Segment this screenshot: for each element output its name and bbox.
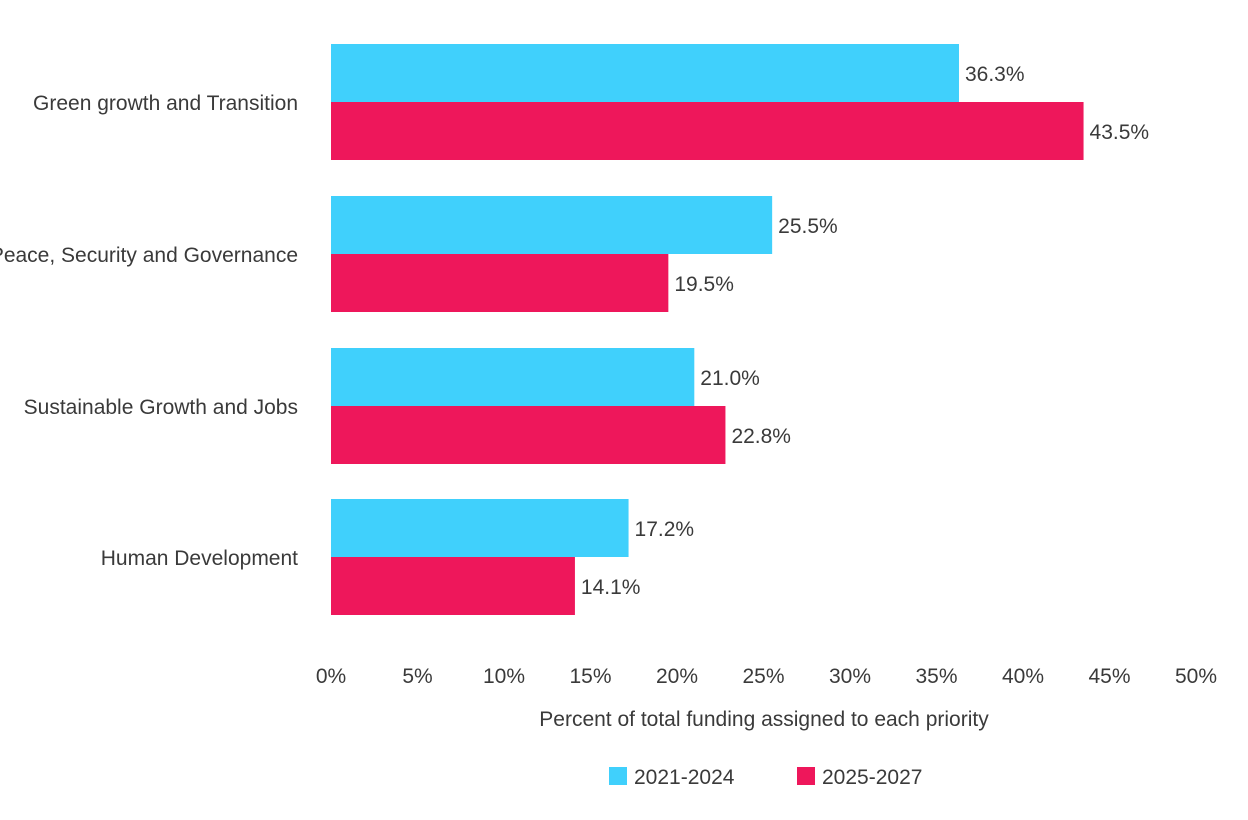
category-label: Green growth and Transition [33,92,298,115]
x-tick-label: 20% [656,665,698,688]
data-label: 14.1% [581,576,641,599]
x-tick-label: 50% [1175,665,1217,688]
legend-label: 2021-2024 [634,766,735,789]
bar-2025-2027-3 [331,406,726,464]
x-tick-label: 0% [316,665,346,688]
legend-label: 2025-2027 [822,766,922,789]
bar-2025-2027-4 [331,557,575,615]
x-tick-label: 35% [915,665,957,688]
legend-swatch-2021-2024 [609,767,627,785]
x-tick-label: 45% [1088,665,1130,688]
category-label: Sustainable Growth and Jobs [24,396,298,419]
bar-2021-2024-1 [331,44,959,102]
x-tick-label: 10% [483,665,525,688]
data-label: 22.8% [731,425,791,448]
bar-2021-2024-4 [331,499,629,557]
x-tick-label: 5% [402,665,432,688]
x-tick-label: 25% [742,665,784,688]
x-tick-label: 40% [1002,665,1044,688]
data-label: 21.0% [700,367,760,390]
data-label: 17.2% [635,518,695,541]
bar-2021-2024-3 [331,348,695,406]
data-label: 43.5% [1090,121,1150,144]
category-label: Peace, Security and Governance [0,244,298,267]
legend-swatch-2025-2027 [797,767,815,785]
data-label: 25.5% [778,215,838,238]
x-tick-label: 30% [829,665,871,688]
bar-2025-2027-1 [331,102,1084,160]
data-label: 36.3% [965,63,1025,86]
bar-2025-2027-2 [331,254,669,312]
bar-2021-2024-2 [331,196,773,254]
x-axis-title: Percent of total funding assigned to eac… [539,708,989,731]
category-label: Human Development [101,547,298,570]
x-tick-label: 15% [569,665,611,688]
data-label: 19.5% [674,273,734,296]
